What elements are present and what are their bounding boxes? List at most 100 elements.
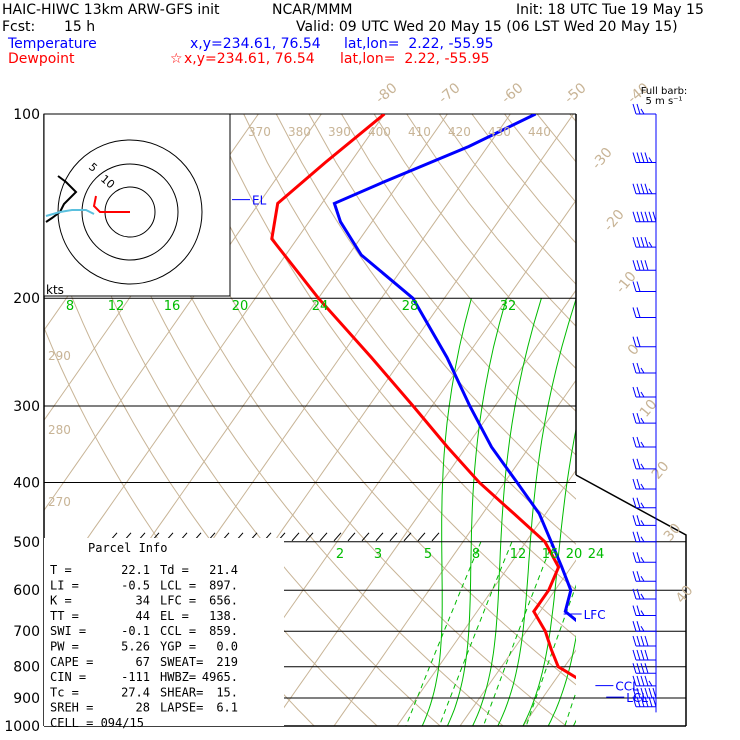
dry-adiabat-line [275,114,576,500]
mixing-ratio-label: 12 [510,547,527,562]
wind-barb-flag [640,483,645,490]
hodograph-trace-mid [45,209,95,217]
isotherm-label: 20 [649,459,673,483]
wind-barb-flag [632,552,637,563]
wind-barb-flag [632,458,637,469]
parcel-info-key: YGP = [160,640,196,654]
wind-barb-flag [636,588,641,600]
dry-adiabat-line [80,114,504,726]
parcel-info-key: SHEAR= [160,685,203,699]
wind-barb-flag [636,497,641,508]
isotherm-line [44,114,259,422]
parcel-info-value: 27.4 [121,685,150,699]
wind-barb-flag [640,635,645,647]
isotherm-label: 30 [661,521,685,545]
freezing-hatch-mark [389,532,398,542]
isotherm-label: 10 [637,397,661,421]
isotherm-line [649,114,740,726]
wind-barb-flag [636,531,641,542]
parcel-info-value: 4965. [202,670,238,684]
parcel-info-title: Parcel Info [88,541,167,555]
model-title: HAIC-HIWC 13km ARW-GFS init [2,2,220,18]
wind-barb-flag [640,625,645,632]
theta-label: 280 [48,423,71,437]
hodograph-ring [81,163,179,261]
isotherm-label: -70 [436,80,464,107]
pressure-tick-label: 900 [13,691,40,707]
wind-barb-flag [632,307,637,318]
wind-barb-flag [636,103,641,115]
wind-barb-flag [632,531,637,542]
mixing-ratio-label: 8 [472,547,480,562]
wind-barb-flag [636,152,641,163]
dewpoint-legend: Dewpoint [8,51,75,67]
wind-barb-flag [652,687,657,699]
parcel-info-value: 897. [209,578,238,592]
parcel-info-value: 67 [136,655,150,669]
org-label: NCAR/MMM [272,2,353,18]
wind-barb-flag [640,502,645,509]
mixing-ratio-label: 16 [542,547,559,562]
moist-adiabat-line [547,634,576,726]
dry-adiabat-line [47,114,441,726]
pressure-tick-label: 100 [13,107,40,123]
mixing-ratio-line [438,541,513,726]
isotherm-line [44,114,322,512]
hodograph-trace-low [92,195,130,213]
freezing-hatch-mark [333,532,342,542]
wind-barb-flag [632,621,637,632]
init-time: Init: 18 UTC Tue 19 May 15 [516,2,704,18]
forecast-label: Fcst: [2,19,36,35]
barb-legend-label: Full barb: [641,86,688,97]
parcel-info-value: 859. [209,624,238,638]
wind-barb-flag [644,649,649,661]
wind-barb-flag [632,336,637,347]
wind-barb-flag [640,463,645,470]
mixing-ratio-label: 24 [588,547,605,562]
parcel-info-key: CCL = [160,624,196,638]
parcel-info-key: CAPE = [50,655,93,669]
wind-barb-flag [640,610,645,616]
moist-adiabat-line [522,426,576,726]
wind-barb-flag [632,588,637,600]
pressure-tick-label: 1000 [4,719,40,735]
parcel-info-key: SWEAT= [160,655,203,669]
moist-adiabat-line [624,298,740,726]
wind-barb-flag [632,436,637,448]
wind-barb-flag [632,497,637,508]
dry-adiabat-line [308,114,576,456]
wind-barb-flag [640,536,645,543]
isotherm-label: -50 [562,80,590,107]
barb-legend-units: 5 m s⁻¹ [646,96,683,107]
parcel-info-key: SWI = [50,624,86,638]
wind-barb-flag [640,183,645,194]
moist-adiabat-line [572,719,576,726]
wind-barb-flag [636,552,641,563]
isotherm-label: 0 [625,341,643,358]
wind-barb-flag [648,211,653,222]
valid-time: Valid: 09 UTC Wed 20 May 15 (06 LST Wed … [296,19,678,35]
pressure-tick-label: 500 [13,535,40,551]
wind-barb-flag [636,605,641,616]
isotherm-line [712,114,740,726]
wind-barb-flag [640,649,645,661]
parcel-info-value: 5.26 [121,640,150,654]
isotherm-line [459,559,576,726]
dry-adiabat-line [438,114,576,285]
wind-barb-flag [644,236,649,248]
pressure-tick-label: 300 [13,399,40,415]
parcel-info-key: CIN = [50,670,86,684]
level-marker-label: EL [252,194,267,208]
wind-barb-flag [636,307,641,318]
wind-barb-flag [636,336,641,347]
dewpoint-latlon: lat,lon= 2.22, -55.95 [340,51,490,67]
wind-barb-flag [636,663,641,674]
wind-barb-flag [632,362,637,374]
wind-barb-flag [636,386,641,398]
theta-label: 430 [488,125,511,139]
parcel-info-key: TT = [50,609,79,623]
wind-barb-flag [636,436,641,448]
parcel-info-panel [44,538,284,726]
moist-adiabat-label: 28 [402,299,419,314]
